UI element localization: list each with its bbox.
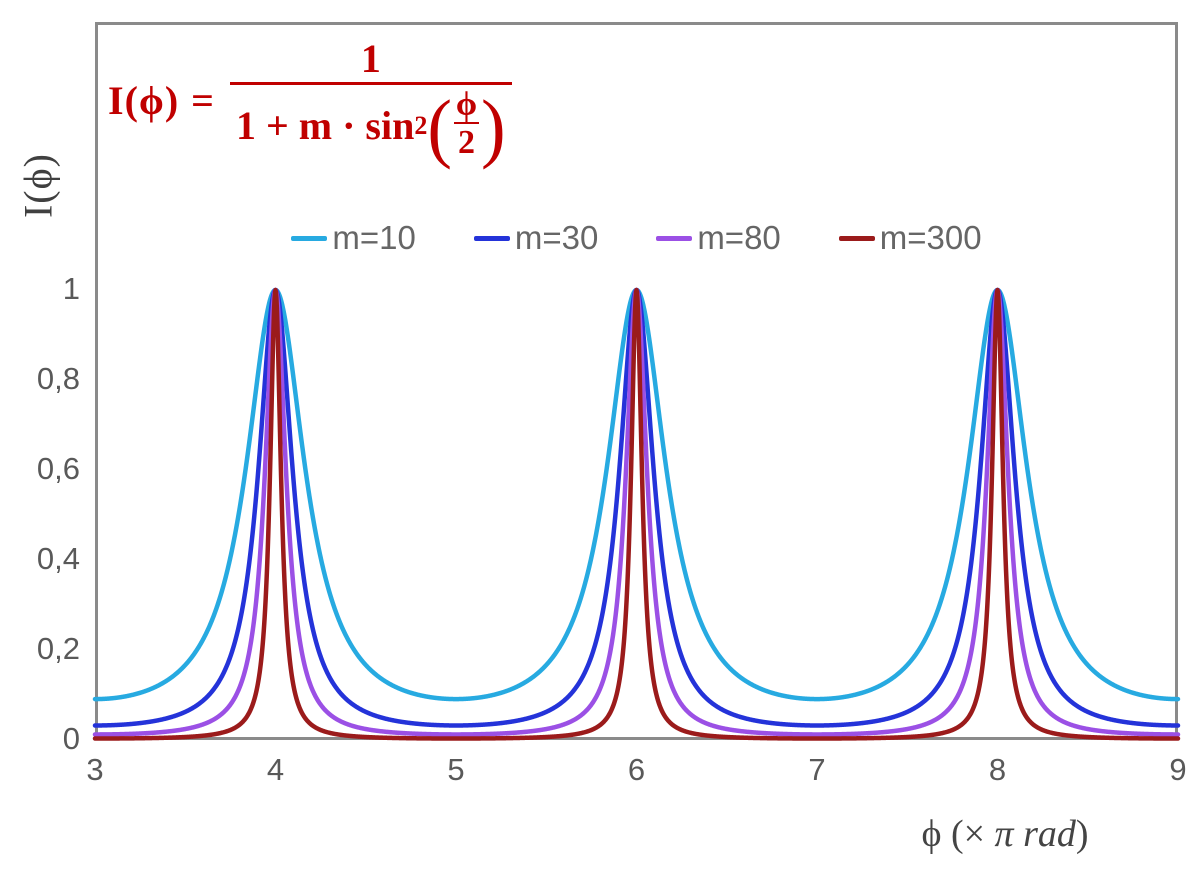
y-tick-label-0_4: 0,4 xyxy=(36,541,80,576)
y-tick-label-1: 1 xyxy=(62,271,80,306)
legend-label: m=30 xyxy=(514,219,599,256)
x-tick-label-3: 3 xyxy=(86,752,104,787)
x-tick-label-5: 5 xyxy=(447,752,465,787)
x-tick-label-6: 6 xyxy=(627,752,646,787)
legend-item-m-10: m=10 xyxy=(291,219,416,257)
x-tick-label-8: 8 xyxy=(988,752,1007,787)
legend-item-m-300: m=300 xyxy=(838,219,982,257)
formula-denominator: 1 + m · sin 2 ( ϕ 2 ) xyxy=(229,82,512,165)
x-title-units: π rad xyxy=(994,813,1076,855)
y-tick-label-0: 0 xyxy=(62,721,80,756)
formula-lhs: I(ϕ) xyxy=(108,77,180,123)
formula-equals: = xyxy=(191,77,214,123)
legend-label: m=80 xyxy=(697,219,781,256)
legend-label: m=10 xyxy=(332,219,416,256)
legend: m=10 m=30 m=80 m=300 xyxy=(95,216,1178,260)
formula-fraction: 1 1 + m · sin 2 ( ϕ 2 ) xyxy=(229,36,512,165)
legend-item-m-30: m=30 xyxy=(473,219,599,257)
x-title-symbol: ϕ (× xyxy=(921,813,995,855)
legend-label: m=300 xyxy=(879,219,982,256)
inner-numerator: ϕ xyxy=(455,86,478,123)
y-axis-title: I(ϕ) xyxy=(15,153,61,219)
legend-swatch xyxy=(473,235,510,241)
legend-swatch xyxy=(838,235,875,241)
x-tick-label-9: 9 xyxy=(1169,752,1187,787)
x-tick-label-4: 4 xyxy=(266,752,285,787)
y-tick-label-0_6: 0,6 xyxy=(36,451,80,486)
formula-annotation: I(ϕ) = 1 1 + m · sin 2 ( ϕ 2 ) xyxy=(108,36,512,165)
formula-den-text: 1 + m · sin xyxy=(235,102,415,148)
formula-inner-fraction: ϕ 2 xyxy=(454,86,480,161)
x-tick-label-7: 7 xyxy=(808,752,826,787)
x-axis-title: ϕ (× π rad) xyxy=(845,812,1165,856)
y-tick-label-0_8: 0,8 xyxy=(36,361,80,396)
x-title-close: ) xyxy=(1075,813,1089,855)
inner-denominator: 2 xyxy=(454,122,480,161)
legend-swatch xyxy=(656,235,693,241)
y-tick-label-0_2: 0,2 xyxy=(36,631,80,666)
legend-swatch xyxy=(291,235,328,241)
legend-item-m-80: m=80 xyxy=(656,219,781,257)
formula-numerator: 1 xyxy=(360,36,381,81)
